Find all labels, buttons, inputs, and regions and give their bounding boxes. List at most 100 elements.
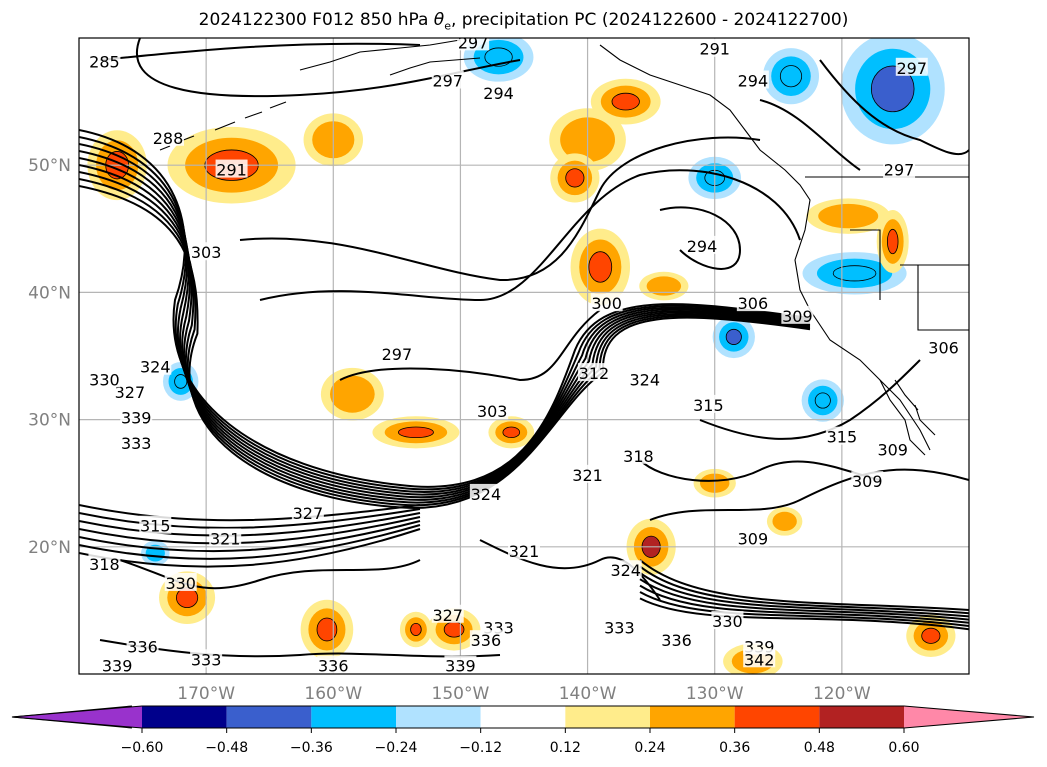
- contour-label-bg: [88, 369, 121, 388]
- colorbar-tick-label: 0.60: [888, 740, 919, 756]
- alaska-coastline: [299, 39, 936, 451]
- contour-label: 321: [210, 529, 241, 548]
- lon-tick-label: 160°W: [304, 684, 362, 704]
- title-prefix: 2024122300 F012 850 hPa: [198, 10, 434, 30]
- contour-label-bg: [139, 356, 172, 375]
- contour-label: 336: [661, 631, 692, 650]
- contour-label: 297: [458, 33, 489, 52]
- contour-label-bg: [88, 51, 121, 70]
- axis-tick-labels: 50°N 40°N 30°N 20°N 170°W 160°W 150°W 140°W 130°…: [28, 156, 871, 704]
- contour-label: 309: [852, 472, 883, 491]
- baja-coastline: [879, 379, 926, 456]
- contour-label-bg: [590, 293, 623, 312]
- colorbar-segment: [226, 706, 312, 728]
- contour-label-bg: [215, 159, 248, 178]
- contour-label-bg: [603, 617, 636, 636]
- contour-label: 297: [884, 161, 915, 180]
- precip-area-core: [502, 426, 521, 439]
- colorbar-under-fill: [12, 706, 142, 728]
- contour-label-bg: [101, 655, 134, 674]
- contour-label: 309: [782, 307, 813, 326]
- colorbar-tick-label: −0.60: [121, 740, 164, 756]
- theta-e-contour: [649, 468, 969, 521]
- theta-symbol: θe: [433, 10, 451, 33]
- contour-label-bg: [851, 471, 884, 490]
- contour-label-bg: [571, 464, 604, 483]
- contour-label-bg: [927, 337, 960, 356]
- colorbar-segment: [565, 706, 650, 728]
- contour-label: 309: [877, 440, 908, 459]
- contour-label: 330: [165, 574, 196, 593]
- contour-label-bg: [698, 38, 731, 57]
- contour-label: 306: [928, 339, 959, 358]
- precip-area-core: [565, 168, 585, 188]
- contour-label-bg: [164, 572, 197, 591]
- contour-label-bg: [508, 541, 540, 560]
- theta-e-contour-labels: 285 297 297 294 291 294 297 288 291 297 303 294 300 3…: [88, 33, 960, 676]
- contour-label: 342: [744, 650, 775, 669]
- theta-e-contour: [79, 504, 969, 611]
- precip-area-core: [410, 622, 422, 636]
- contour-label: 294: [738, 72, 769, 91]
- theta-e-contour: [759, 99, 861, 171]
- contour-label: 315: [693, 396, 724, 415]
- colorbar-tick-label: −0.24: [375, 740, 418, 756]
- colorbar-tick-label: −0.12: [459, 740, 502, 756]
- contour-label: 297: [897, 59, 928, 78]
- contour-label-bg: [736, 70, 769, 89]
- contour-label: 330: [712, 612, 743, 631]
- contour-label-bg: [577, 363, 610, 382]
- contour-label: 294: [483, 84, 514, 103]
- lat-tick-label: 40°N: [28, 283, 71, 303]
- contour-label: 315: [140, 517, 171, 536]
- precip-area-core: [814, 392, 831, 409]
- contour-label-bg: [190, 649, 223, 668]
- contour-label: 303: [191, 243, 222, 262]
- contour-label-bg: [736, 528, 769, 547]
- lat-tick-label: 20°N: [28, 538, 71, 558]
- contour-label: 318: [623, 447, 654, 466]
- colorbar-tick-label: −0.48: [205, 740, 248, 756]
- contour-label-bg: [444, 655, 477, 674]
- contour-label: 294: [687, 237, 718, 256]
- lat-tick-label: 30°N: [28, 411, 71, 431]
- theta-e-contour: [79, 520, 969, 624]
- contour-label-bg: [692, 394, 725, 413]
- contour-label-bg: [291, 503, 324, 521]
- contour-label: 291: [699, 40, 730, 59]
- contour-label-bg: [431, 604, 464, 623]
- title-suffix: , precipitation PC (2024122600 - 2024122…: [450, 10, 849, 30]
- map-frame: [78, 37, 970, 675]
- coastlines: [159, 39, 969, 456]
- aleutian-islands: [159, 101, 287, 151]
- contour-label-bg: [895, 57, 928, 76]
- contour-label: 339: [102, 657, 133, 676]
- contour-label-bg: [152, 127, 184, 146]
- theta-e-contour: [79, 512, 969, 618]
- state-borders: [850, 229, 969, 331]
- contour-label: 327: [115, 383, 146, 402]
- contour-label-bg: [876, 439, 909, 458]
- contour-label-bg: [380, 344, 413, 362]
- lon-tick-label: 130°W: [686, 684, 744, 704]
- precip-area-mid: [330, 375, 375, 413]
- contour-label-bg: [609, 560, 642, 579]
- contour-label: 336: [127, 638, 158, 657]
- contour-label: 324: [471, 485, 502, 504]
- lon-tick-label: 140°W: [559, 684, 617, 704]
- contour-label-bg: [686, 235, 718, 254]
- precip-area-mid: [772, 511, 797, 531]
- precip-area-core: [725, 328, 742, 345]
- precip-area-core: [588, 251, 613, 283]
- contour-label-bg: [88, 553, 121, 572]
- colorbar-segment: [819, 706, 904, 728]
- contour-label: 336: [318, 657, 349, 676]
- contour-label-bg: [469, 483, 502, 502]
- contour-label-bg: [482, 83, 515, 102]
- contour-label-bg: [317, 655, 350, 674]
- contour-label-bg: [120, 433, 153, 452]
- contour-label: 333: [604, 618, 635, 637]
- contour-label-bg: [628, 369, 661, 388]
- contour-label-bg: [711, 611, 744, 630]
